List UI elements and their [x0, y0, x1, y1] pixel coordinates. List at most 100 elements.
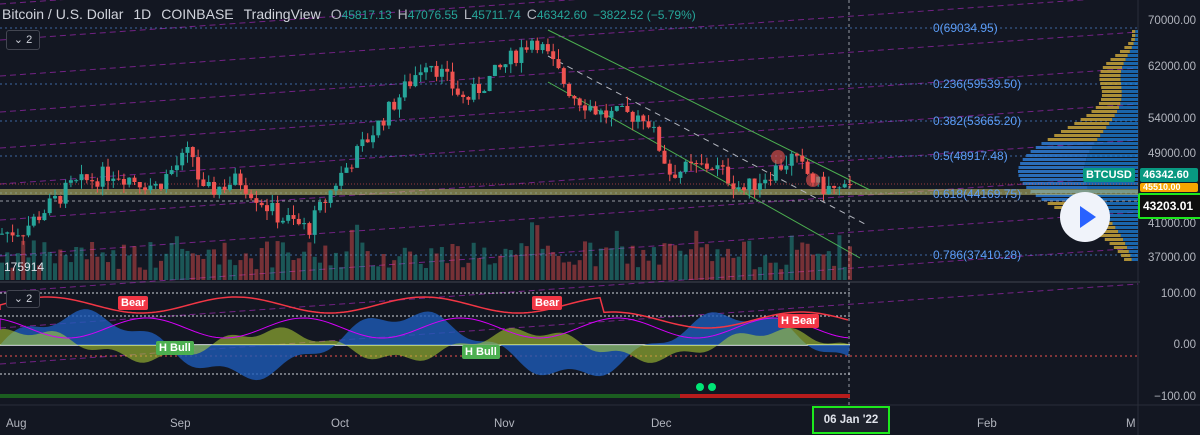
candle-body: [477, 83, 481, 94]
volume-profile-bar: [1109, 122, 1138, 125]
volume-bar: [461, 267, 466, 280]
volume-bar: [832, 265, 837, 280]
candle-body: [280, 220, 285, 223]
volume-bar: [238, 260, 243, 280]
volume-bar: [715, 249, 720, 280]
candle-body: [651, 126, 656, 128]
volume-profile-bar: [1054, 134, 1101, 137]
main-indicators-toggle[interactable]: ⌄ 2: [6, 30, 40, 50]
volume-bar: [37, 265, 42, 280]
volume-profile-bar: [1026, 154, 1088, 157]
volume-profile-bar: [1106, 214, 1138, 217]
volume-profile-bar: [1030, 150, 1090, 153]
volume-bar: [180, 248, 185, 280]
candle-body: [275, 202, 280, 223]
play-button[interactable]: [1060, 192, 1110, 242]
candle-body: [174, 165, 179, 171]
candle-body: [31, 216, 36, 226]
candle-body: [106, 166, 110, 181]
candle-body: [270, 202, 275, 212]
volume-profile-bar: [1125, 58, 1138, 61]
volume-bar: [837, 235, 842, 280]
volume-profile-bar: [1112, 222, 1138, 225]
candle-body: [376, 120, 381, 136]
candle-body: [47, 198, 52, 214]
volume-profile-bar: [1121, 86, 1138, 89]
volume-bar: [736, 256, 741, 280]
candle-body: [15, 235, 20, 237]
volume-bar: [805, 243, 810, 280]
candle-body: [726, 166, 731, 184]
volume-profile-bar: [1131, 38, 1135, 41]
volume-bar: [487, 264, 492, 280]
volume-bar: [365, 251, 370, 280]
fib-level-0382[interactable]: 0.382(53665.20): [933, 114, 1022, 128]
volume-bar: [673, 245, 678, 280]
volume-bar: [265, 241, 269, 280]
trend-bar-bull: [0, 394, 680, 398]
candle-body: [604, 110, 609, 118]
crosshair-price-tag: 43203.01: [1138, 193, 1200, 219]
volume-bar: [848, 246, 852, 280]
price-axis-label: 62000.00: [1148, 61, 1196, 73]
volume-bar: [10, 267, 15, 280]
trend-bar-bear: [680, 394, 850, 398]
price-axis-label: 37000.00: [1148, 252, 1196, 264]
symbol-name[interactable]: Bitcoin / U.S. Dollar: [2, 6, 124, 22]
buy-dot: [696, 383, 704, 391]
volume-bar: [434, 253, 439, 280]
volume-bar: [699, 247, 704, 280]
volume-bar: [286, 252, 291, 280]
volume-bar: [689, 249, 693, 280]
volume-profile-bar: [1123, 62, 1138, 65]
candle-body: [461, 94, 466, 98]
candle-body: [487, 75, 492, 92]
volume-profile-bar: [1101, 98, 1122, 101]
volume-bar: [694, 230, 699, 280]
volume-profile-bar: [1132, 34, 1136, 37]
volume-bar: [106, 262, 110, 280]
trend-channel-line: [0, 211, 1139, 293]
volume-bar: [567, 261, 572, 280]
trend-channel-line: [0, 31, 1139, 113]
fib-level-05[interactable]: 0.5(48917.48): [933, 149, 1008, 163]
volume-profile-bar: [1115, 54, 1128, 57]
candle-body: [657, 126, 662, 151]
stoch-line: [0, 317, 849, 339]
time-axis-label: Sep: [170, 418, 191, 430]
volume-profile-bar: [1018, 166, 1085, 169]
candle-body: [26, 225, 31, 236]
candle-body: [646, 121, 651, 128]
volume-bar: [402, 247, 407, 280]
fib-level-0618[interactable]: 0.618(44169.75): [933, 187, 1022, 201]
candle-body: [641, 115, 646, 122]
volume-bar: [683, 254, 688, 280]
interval[interactable]: 1D: [133, 6, 152, 22]
price-axis-label: 54000.00: [1148, 113, 1196, 125]
volume-profile-bar: [1099, 74, 1121, 77]
candle-body: [583, 105, 587, 111]
volume-profile-bar: [1117, 250, 1129, 253]
volume-profile-bar: [1102, 66, 1123, 69]
fib-level-0[interactable]: 0(69034.95): [933, 21, 998, 35]
candle-body: [530, 40, 534, 50]
candle-body: [360, 139, 365, 147]
candle-body: [100, 166, 105, 187]
volume-bar: [127, 255, 132, 280]
volume-bar: [137, 267, 142, 280]
volume-bar: [646, 260, 651, 280]
volume-profile-bar: [1128, 250, 1138, 253]
osc-indicators-toggle[interactable]: ⌄ 2: [6, 290, 40, 308]
trend-channel-line: [0, 247, 1139, 329]
price-axis-label: 41000.00: [1148, 218, 1196, 230]
trend-channel-line: [0, 0, 577, 41]
candle-body: [689, 161, 693, 164]
fib-level-0786[interactable]: 0.786(37410.28): [933, 248, 1022, 262]
main-indicator-count: 2: [26, 34, 33, 46]
fib-level-0236[interactable]: 0.236(59539.50): [933, 77, 1022, 91]
volume-bar: [620, 246, 625, 280]
volume-bar: [159, 260, 163, 280]
volume-bar: [280, 242, 285, 280]
candle-body: [132, 177, 137, 183]
